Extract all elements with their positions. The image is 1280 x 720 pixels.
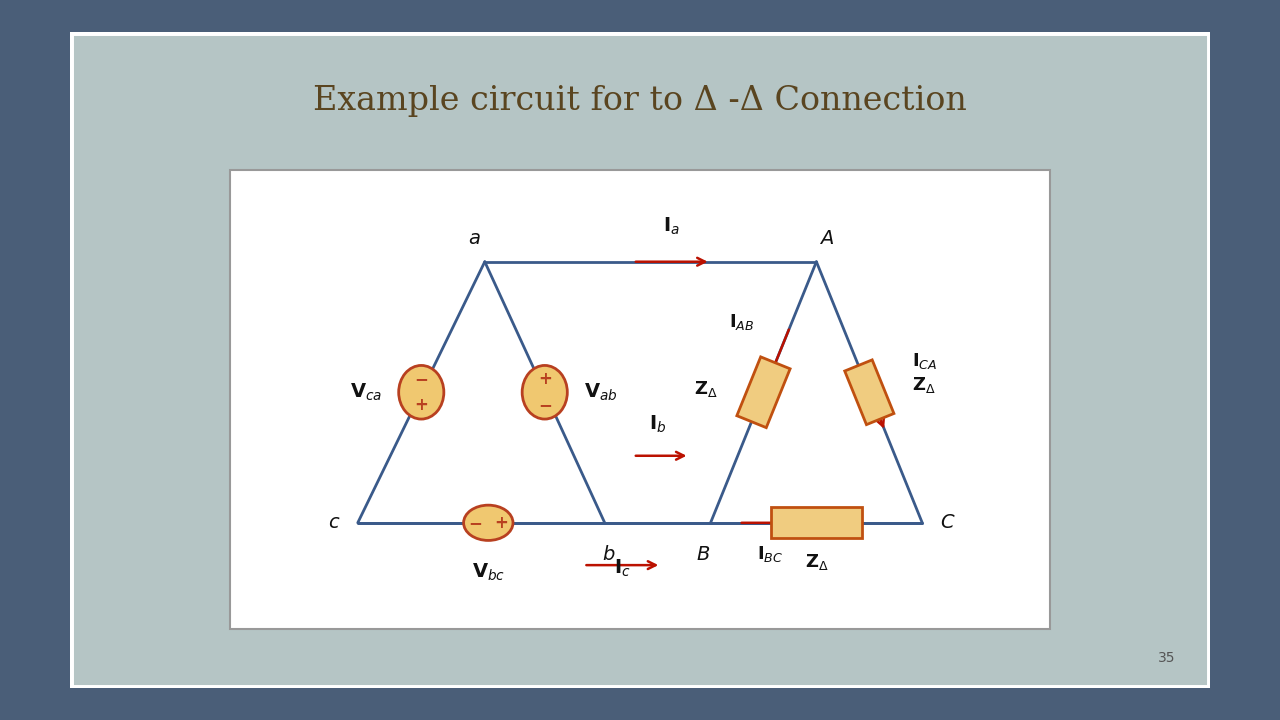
Text: $\mathbf{Z}_\Delta$: $\mathbf{Z}_\Delta$ [694, 379, 718, 399]
Text: $\mathbf{I}_c$: $\mathbf{I}_c$ [614, 558, 631, 579]
Text: −: − [538, 396, 552, 414]
Ellipse shape [398, 366, 444, 419]
Text: $\mathbf{I}_{BC}$: $\mathbf{I}_{BC}$ [758, 544, 783, 564]
Text: Example circuit for to Δ -Δ Connection: Example circuit for to Δ -Δ Connection [314, 85, 966, 117]
Text: $\mathbf{I}_a$: $\mathbf{I}_a$ [663, 216, 680, 237]
Bar [771, 508, 863, 539]
Text: −: − [415, 370, 429, 388]
Text: +: + [538, 370, 552, 388]
Text: $b$: $b$ [602, 545, 614, 564]
Text: $\mathbf{I}_b$: $\mathbf{I}_b$ [649, 413, 667, 435]
Text: $\mathbf{Z}_\Delta$: $\mathbf{Z}_\Delta$ [911, 375, 936, 395]
Bar [230, 170, 1050, 629]
Text: $C$: $C$ [940, 513, 955, 532]
Text: $\mathbf{V}_{bc}$: $\mathbf{V}_{bc}$ [471, 562, 504, 583]
Polygon shape [737, 357, 790, 428]
Text: $\mathbf{V}_{ab}$: $\mathbf{V}_{ab}$ [584, 382, 617, 403]
Ellipse shape [463, 505, 513, 541]
Text: $\mathbf{I}_{AB}$: $\mathbf{I}_{AB}$ [728, 312, 754, 332]
Ellipse shape [522, 366, 567, 419]
Text: $A$: $A$ [819, 229, 835, 248]
Text: −: − [468, 514, 483, 532]
Text: $B$: $B$ [696, 545, 710, 564]
Text: +: + [415, 396, 429, 414]
Text: $\mathbf{Z}_\Delta$: $\mathbf{Z}_\Delta$ [805, 552, 828, 572]
Text: +: + [494, 514, 508, 532]
Text: $\mathbf{I}_{CA}$: $\mathbf{I}_{CA}$ [911, 351, 937, 371]
Text: $c$: $c$ [328, 513, 340, 532]
Text: $\mathbf{V}_{ca}$: $\mathbf{V}_{ca}$ [351, 382, 383, 403]
Text: 35: 35 [1158, 651, 1175, 665]
Polygon shape [845, 360, 893, 425]
Text: $a$: $a$ [468, 229, 480, 248]
